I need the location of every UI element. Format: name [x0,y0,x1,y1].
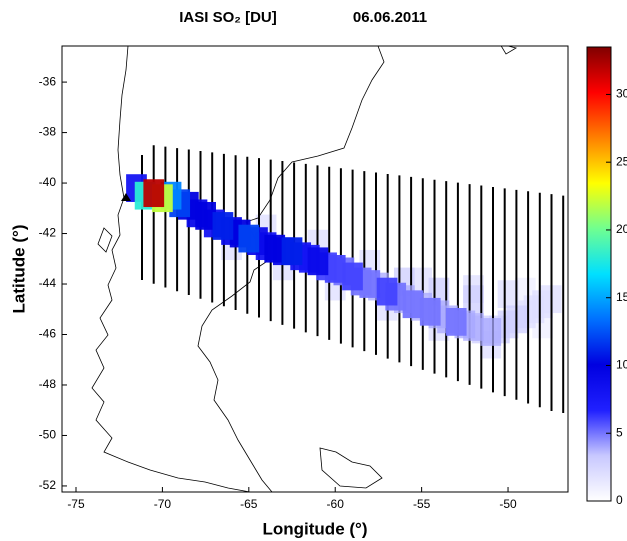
chart-title: IASI SO₂ [DU] [179,9,277,26]
y-tick-label: -46 [39,327,57,341]
y-tick-label: -40 [39,175,57,189]
y-tick-label: -52 [39,478,57,492]
y-tick-label: -48 [39,377,57,391]
volcano-marker [121,193,131,201]
x-axis-label: Longitude (°) [263,519,368,538]
colorbar-tick-label: 25 [616,154,627,168]
heat-cell [143,179,165,208]
plot-frame [61,45,569,493]
heatmap [221,214,562,359]
colorbar-tick-label: 5 [616,425,623,439]
heat-cell [376,277,398,306]
y-tick-label: -36 [39,74,57,88]
colorbar-tick-label: 0 [616,493,623,507]
heat-cell [238,224,260,253]
x-tick-label: -75 [67,497,85,511]
heatmap-overlay [126,174,502,346]
chart-subtitle: 06.06.2011 [353,9,427,26]
heat-cell [307,247,329,276]
heat-cell [342,262,363,291]
heat-cell [359,270,381,298]
heat-cell [419,297,441,326]
heat-cell [402,290,424,319]
y-axis-label: Latitude (°) [9,225,28,314]
swath-lines [141,145,565,413]
heat-cell [497,280,519,308]
colorbar-tick-label: 15 [616,290,627,304]
heat-cell [324,254,346,283]
heat-cell [480,318,502,346]
heat-cell [195,201,216,230]
heat-cell [281,237,303,266]
x-tick-label: -70 [154,497,172,511]
y-tick-label: -38 [39,125,57,139]
heat-cell [411,267,432,296]
heat-cell [463,313,484,341]
colorbar [586,46,612,502]
colorbar-tick-label: 30 [616,87,627,101]
x-tick-label: -55 [413,497,431,511]
heat-cell [212,212,234,240]
x-tick-label: -65 [240,497,258,511]
colorbar-tick-label: 20 [616,222,627,236]
colorbar-tick-label: 10 [616,358,627,372]
heat-cell [445,307,467,336]
heat-cell [463,285,484,314]
y-tick-label: -42 [39,226,57,240]
y-tick-label: -50 [39,428,57,442]
x-tick-label: -60 [327,497,345,511]
y-tick-label: -44 [39,276,57,290]
x-tick-label: -50 [499,497,517,511]
heat-cell [264,234,286,263]
